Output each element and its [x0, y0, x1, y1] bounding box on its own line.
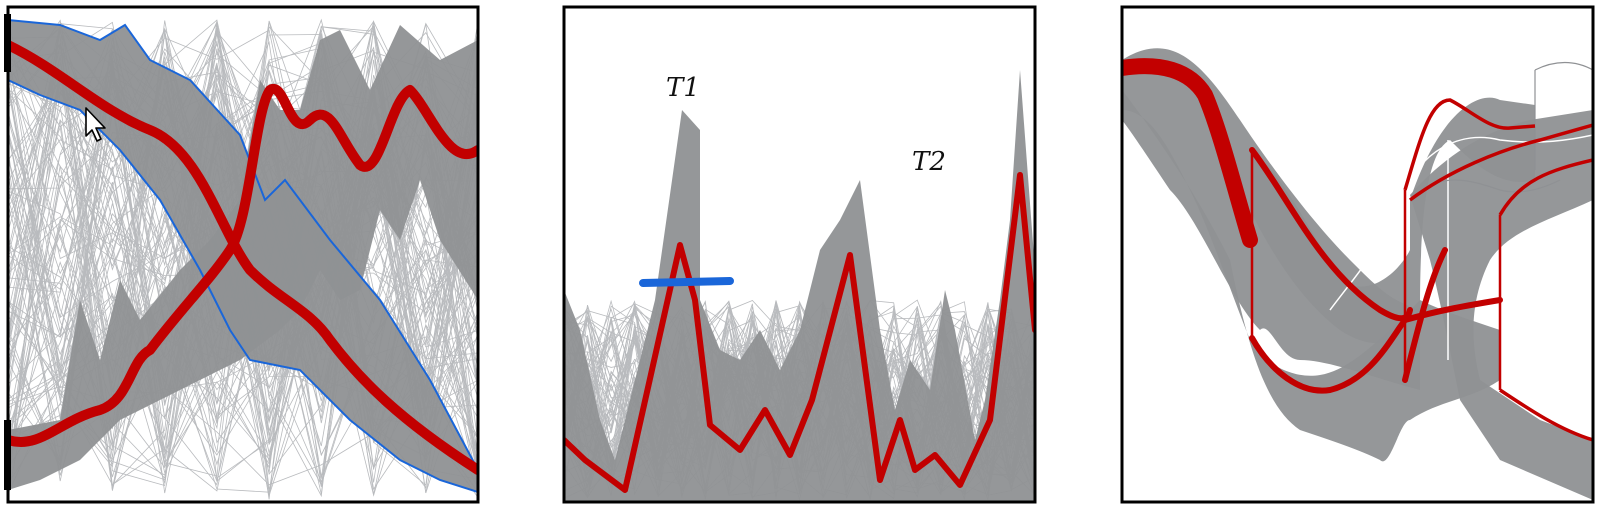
- right-red-line-c: [1402, 247, 1448, 383]
- panel-left: [4, 5, 480, 504]
- panel-left-border: [6, 5, 480, 504]
- label-t1: T1: [666, 73, 700, 103]
- label-t2: T2: [912, 147, 946, 177]
- mouse-pointer-icon: [85, 107, 106, 142]
- left-bundle-line: [8, 27, 478, 480]
- left-bundle-line: [8, 88, 478, 444]
- right-thin-gray-2: [1534, 61, 1593, 71]
- right-red-thin-right-3: [1499, 388, 1593, 442]
- blue-brush-stroke: [639, 277, 734, 287]
- right-white-edge-1: [1329, 134, 1593, 311]
- panel-middle-border: [562, 5, 1037, 504]
- right-red-thin-right-2: [1408, 123, 1593, 202]
- right-red-thin-top: [1403, 98, 1536, 191]
- left-bundle-line: [8, 44, 478, 443]
- right-red-thin-right-1: [1498, 158, 1593, 216]
- left-red-rising-line: [8, 83, 478, 447]
- right-crossing-band: [1250, 97, 1535, 344]
- middle-red-line: [564, 172, 1035, 493]
- right-upper-band: [1410, 110, 1593, 500]
- left-band-outline-bottom: [8, 79, 478, 493]
- panel-right-border: [1120, 5, 1595, 504]
- right-thick-red-segment: [1122, 58, 1258, 248]
- left-red-descending-line: [8, 40, 478, 475]
- left-band-outline-top: [8, 19, 478, 471]
- right-red-line-b: [1249, 297, 1503, 394]
- panel-middle: T1 T2: [562, 5, 1037, 504]
- panel-right: [1120, 5, 1595, 504]
- middle-gray-band: [564, 70, 1035, 502]
